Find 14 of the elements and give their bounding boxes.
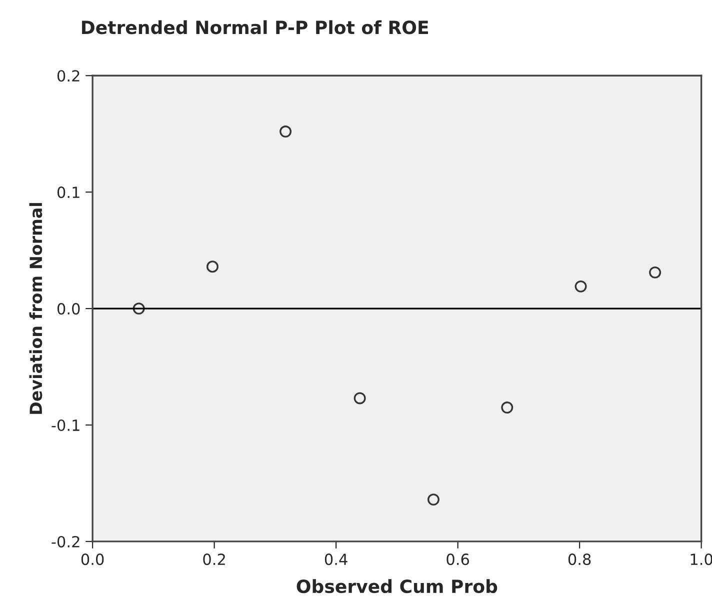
y-axis-title: Deviation from Normal xyxy=(29,203,42,414)
y-tick-label: 0.2 xyxy=(57,70,80,82)
x-tick-label: 0.8 xyxy=(568,554,591,566)
y-tick-label: -0.2 xyxy=(52,536,80,548)
x-tick-label: 0.4 xyxy=(324,554,348,566)
x-tick-label: 1.0 xyxy=(690,554,712,566)
y-tick-label: 0.1 xyxy=(57,186,80,198)
x-axis-title: Observed Cum Prob xyxy=(296,579,498,594)
y-tick-label: -0.1 xyxy=(52,419,80,432)
x-tick-label: 0.6 xyxy=(446,554,470,566)
x-tick-label: 0.2 xyxy=(203,554,225,566)
x-tick-label: 0.0 xyxy=(81,554,104,566)
chart-title: Detrended Normal P-P Plot of ROE xyxy=(82,20,428,34)
y-tick-label: 0.0 xyxy=(57,303,80,315)
